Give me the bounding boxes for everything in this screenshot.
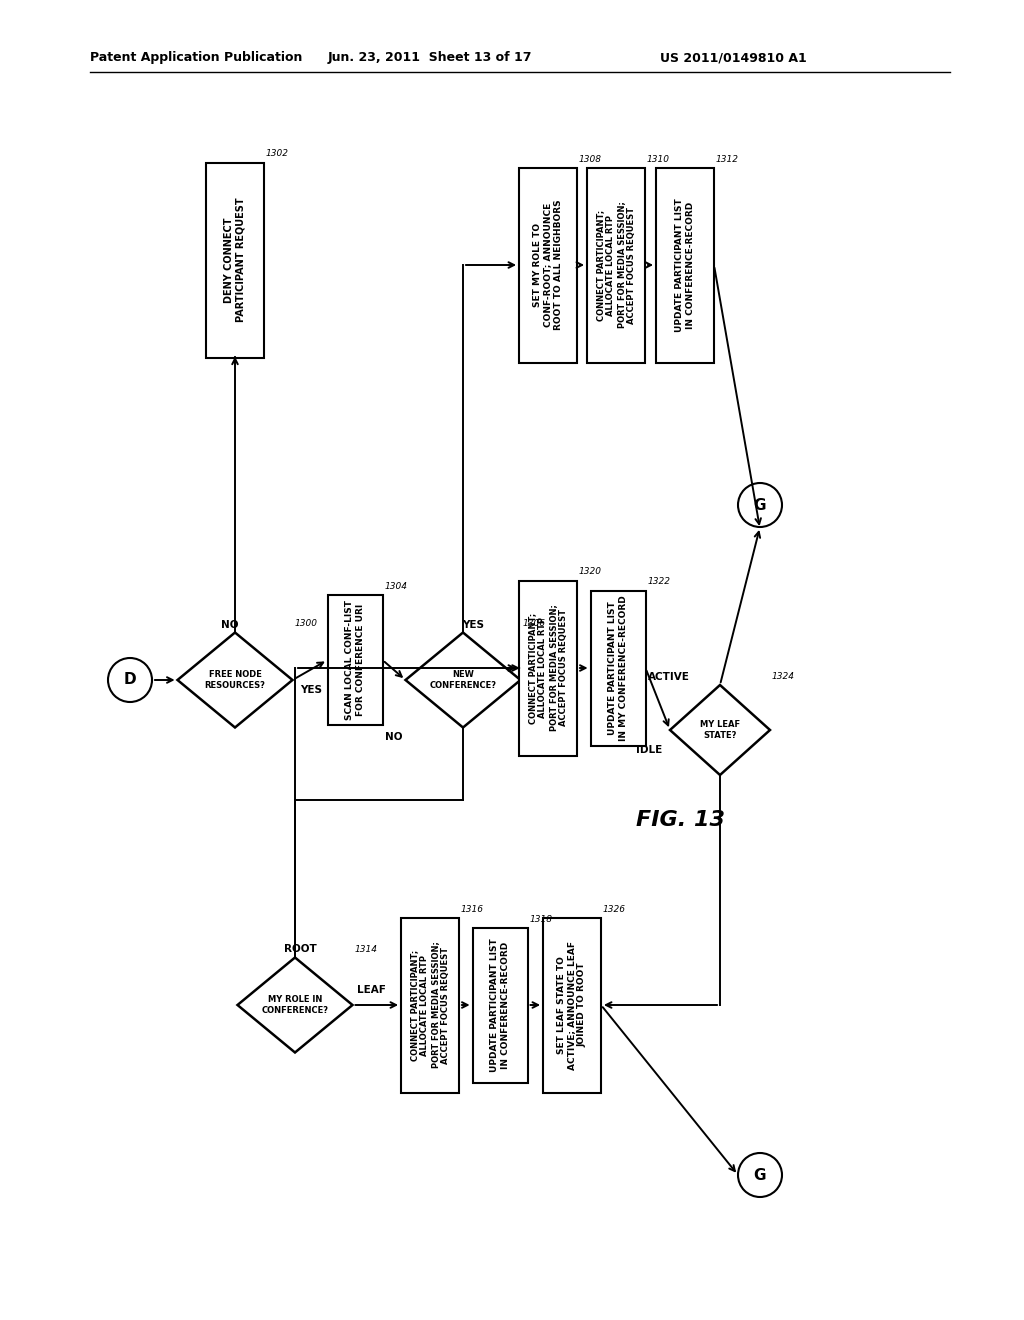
Polygon shape xyxy=(406,632,520,727)
Text: G: G xyxy=(754,1167,766,1183)
Text: UPDATE PARTICIPANT LIST
IN MY CONFERENCE-RECORD: UPDATE PARTICIPANT LIST IN MY CONFERENCE… xyxy=(608,595,628,741)
Text: D: D xyxy=(124,672,136,688)
Text: 1302: 1302 xyxy=(266,149,289,158)
Bar xyxy=(328,595,383,725)
Bar xyxy=(656,168,714,363)
Text: 1318: 1318 xyxy=(529,915,553,924)
Text: UPDATE PARTICIPANT LIST
IN CONFERENCE-RECORD: UPDATE PARTICIPANT LIST IN CONFERENCE-RE… xyxy=(490,939,510,1072)
Text: IDLE: IDLE xyxy=(636,744,662,755)
Text: FIG. 13: FIG. 13 xyxy=(636,810,725,830)
Text: 1312: 1312 xyxy=(716,154,739,164)
Text: CONNECT PARTICIPANT;
ALLOCATE LOCAL RTP
PORT FOR MEDIA SESSION;
ACCEPT FOCUS REQ: CONNECT PARTICIPANT; ALLOCATE LOCAL RTP … xyxy=(596,202,636,329)
Text: NEW
CONFERENCE?: NEW CONFERENCE? xyxy=(429,671,497,689)
Polygon shape xyxy=(670,685,770,775)
Circle shape xyxy=(738,483,782,527)
Bar xyxy=(587,168,645,363)
Bar xyxy=(591,590,645,746)
Text: CONNECT PARTICIPANT;
ALLOCATE LOCAL RTP
PORT FOR MEDIA SESSION;
ACCEPT FOCUS REQ: CONNECT PARTICIPANT; ALLOCATE LOCAL RTP … xyxy=(410,941,451,1068)
Polygon shape xyxy=(238,957,352,1052)
Bar xyxy=(206,162,264,358)
Text: LEAF: LEAF xyxy=(357,985,386,995)
Text: MY LEAF
STATE?: MY LEAF STATE? xyxy=(700,721,740,739)
Text: 1320: 1320 xyxy=(579,568,602,577)
Text: 1300: 1300 xyxy=(295,619,317,628)
Text: YES: YES xyxy=(300,685,323,696)
Text: FREE NODE
RESOURCES?: FREE NODE RESOURCES? xyxy=(205,671,265,689)
Bar xyxy=(401,917,459,1093)
Bar xyxy=(472,928,527,1082)
Text: 1316: 1316 xyxy=(461,904,484,913)
Text: 1326: 1326 xyxy=(603,904,626,913)
Bar xyxy=(519,581,577,755)
Text: CONNECT PARTICIPANT;
ALLOCATE LOCAL RTP
PORT FOR MEDIA SESSION;
ACCEPT FOCUS REQ: CONNECT PARTICIPANT; ALLOCATE LOCAL RTP … xyxy=(528,605,568,731)
Text: 1306: 1306 xyxy=(522,619,546,628)
Text: MY ROLE IN
CONFERENCE?: MY ROLE IN CONFERENCE? xyxy=(261,995,329,1015)
Text: Jun. 23, 2011  Sheet 13 of 17: Jun. 23, 2011 Sheet 13 of 17 xyxy=(328,51,532,65)
Bar xyxy=(519,168,577,363)
Text: SET LEAF STATE TO
ACTIVE; ANNOUNCE LEAF
JOINED TO ROOT: SET LEAF STATE TO ACTIVE; ANNOUNCE LEAF … xyxy=(557,940,587,1069)
Text: ACTIVE: ACTIVE xyxy=(648,672,690,682)
Text: SCAN LOCAL CONF-LIST
FOR CONFERENCE URI: SCAN LOCAL CONF-LIST FOR CONFERENCE URI xyxy=(345,601,365,719)
Text: 1324: 1324 xyxy=(772,672,795,681)
Text: 1322: 1322 xyxy=(647,578,671,586)
Text: SET MY ROLE TO
CONF-ROOT; ANNOUNCE
ROOT TO ALL NEIGHBORS: SET MY ROLE TO CONF-ROOT; ANNOUNCE ROOT … xyxy=(534,199,563,330)
Text: G: G xyxy=(754,498,766,512)
Circle shape xyxy=(108,657,152,702)
Polygon shape xyxy=(177,632,293,727)
Text: NO: NO xyxy=(221,619,239,630)
Text: ROOT: ROOT xyxy=(284,945,316,954)
Bar xyxy=(543,917,601,1093)
Circle shape xyxy=(738,1152,782,1197)
Text: 1308: 1308 xyxy=(579,154,602,164)
Text: DENY CONNECT
PARTICIPANT REQUEST: DENY CONNECT PARTICIPANT REQUEST xyxy=(224,198,246,322)
Text: 1310: 1310 xyxy=(647,154,670,164)
Text: US 2011/0149810 A1: US 2011/0149810 A1 xyxy=(660,51,807,65)
Text: Patent Application Publication: Patent Application Publication xyxy=(90,51,302,65)
Text: 1304: 1304 xyxy=(384,582,408,591)
Text: 1314: 1314 xyxy=(354,945,378,953)
Text: YES: YES xyxy=(462,619,484,630)
Text: UPDATE PARTICIPANT LIST
IN CONFERENCE-RECORD: UPDATE PARTICIPANT LIST IN CONFERENCE-RE… xyxy=(675,198,694,331)
Text: NO: NO xyxy=(385,733,402,742)
